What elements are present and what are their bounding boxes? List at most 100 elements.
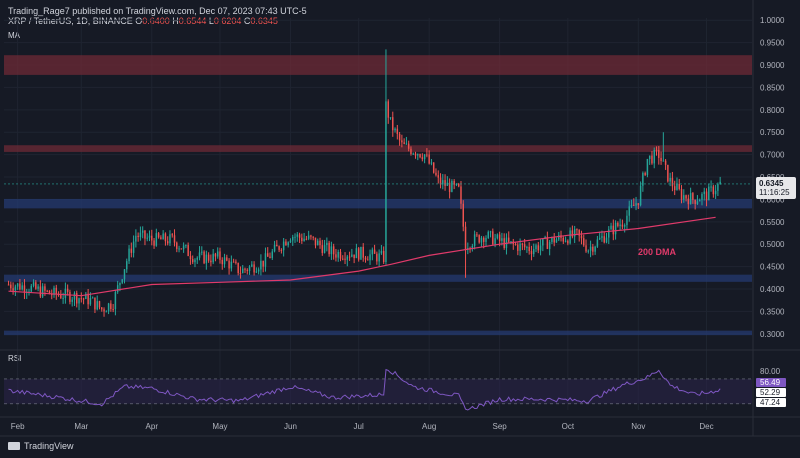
candle-body bbox=[462, 203, 464, 227]
candle-body bbox=[680, 188, 683, 200]
candle-body bbox=[523, 244, 526, 248]
candle-body bbox=[173, 235, 176, 243]
chart-header: Trading_Rage7 published on TradingView.c… bbox=[8, 6, 307, 26]
candle-body bbox=[214, 253, 217, 257]
ma-200-line bbox=[8, 216, 716, 297]
candle-body bbox=[294, 236, 296, 238]
candle-body bbox=[85, 293, 87, 299]
candle-body bbox=[273, 244, 276, 252]
candle-body bbox=[21, 285, 23, 290]
resistance-zone-1 bbox=[4, 145, 752, 152]
candle-body bbox=[498, 234, 501, 241]
candle-body bbox=[132, 241, 135, 253]
x-tick-label: Jun bbox=[284, 422, 297, 431]
candle-body bbox=[612, 225, 615, 235]
candle-body bbox=[237, 262, 239, 274]
y-tick-label: 0.3000 bbox=[760, 330, 785, 339]
candle-body bbox=[592, 246, 594, 252]
rsi-badge-value: 52.29 bbox=[760, 388, 781, 397]
candle-body bbox=[658, 150, 660, 158]
candle-body bbox=[401, 140, 403, 143]
candle-body bbox=[414, 153, 417, 156]
candle-body bbox=[110, 303, 112, 310]
candle-body bbox=[246, 269, 249, 271]
candle-body bbox=[571, 230, 574, 237]
candle-body bbox=[710, 186, 712, 188]
candle-body bbox=[235, 261, 237, 263]
candle-body bbox=[169, 234, 171, 244]
candle-body bbox=[137, 235, 139, 238]
price-badge-value: 0.6345 bbox=[759, 179, 784, 188]
candle-body bbox=[614, 222, 617, 235]
y-tick-label: 0.9500 bbox=[760, 39, 785, 48]
candle-body bbox=[648, 155, 651, 159]
candle-body bbox=[76, 293, 78, 304]
candle-body bbox=[166, 241, 169, 244]
candle-body bbox=[455, 183, 458, 185]
candle-body bbox=[62, 297, 64, 299]
candle-body bbox=[378, 253, 380, 262]
candle-body bbox=[507, 237, 510, 242]
candle-body bbox=[417, 154, 419, 156]
candle-body bbox=[701, 194, 703, 200]
candle-body bbox=[296, 234, 299, 237]
candle-body bbox=[39, 286, 42, 297]
candle-body bbox=[583, 238, 585, 246]
candle-body bbox=[164, 233, 167, 242]
y-tick-label: 0.3500 bbox=[760, 307, 785, 316]
candle-body bbox=[655, 149, 658, 151]
candle-body bbox=[453, 180, 455, 185]
candle-body bbox=[471, 245, 474, 249]
candle-body bbox=[87, 293, 89, 305]
candle-body bbox=[332, 246, 335, 255]
candle-body bbox=[64, 288, 67, 298]
candle-body bbox=[69, 291, 71, 302]
candle-body bbox=[555, 239, 558, 243]
candle-body bbox=[223, 257, 226, 265]
candle-body bbox=[398, 133, 401, 141]
candle-body bbox=[667, 164, 669, 182]
candle-body bbox=[116, 285, 119, 293]
candle-body bbox=[41, 286, 44, 297]
candle-body bbox=[437, 175, 439, 178]
candle-body bbox=[207, 254, 210, 261]
candle-body bbox=[487, 231, 490, 238]
candle-body bbox=[405, 143, 408, 145]
price-badge bbox=[756, 176, 796, 199]
candle-body bbox=[564, 240, 567, 242]
candle-body bbox=[521, 243, 524, 245]
candle-body bbox=[330, 246, 333, 255]
candle-body bbox=[485, 237, 487, 242]
candle-body bbox=[346, 256, 349, 260]
ma-indicator-label[interactable]: MA bbox=[8, 31, 20, 40]
candle-body bbox=[128, 248, 130, 262]
y-tick-label: 0.5000 bbox=[760, 240, 785, 249]
rsi-indicator-label[interactable]: RSI bbox=[8, 354, 22, 363]
candle-body bbox=[703, 191, 705, 195]
candle-body bbox=[10, 284, 12, 289]
candle-body bbox=[342, 258, 344, 260]
x-tick-label: Dec bbox=[699, 422, 713, 431]
candle-body bbox=[446, 182, 449, 186]
candle-body bbox=[312, 236, 314, 238]
candle-body bbox=[532, 249, 535, 255]
candle-body bbox=[392, 117, 394, 131]
candle-body bbox=[335, 254, 337, 258]
candle-body bbox=[285, 241, 287, 246]
candle-body bbox=[360, 246, 362, 260]
candle-body bbox=[305, 238, 308, 240]
candle-body bbox=[319, 240, 321, 246]
candle-body bbox=[135, 235, 137, 242]
candle-body bbox=[442, 180, 444, 185]
candle-body bbox=[642, 173, 644, 186]
candle-body bbox=[542, 238, 544, 246]
candle-body bbox=[48, 290, 51, 295]
x-tick-label: Feb bbox=[11, 422, 25, 431]
candle-body bbox=[348, 256, 351, 258]
candle-body bbox=[82, 298, 85, 300]
candle-body bbox=[157, 233, 160, 238]
candle-body bbox=[253, 264, 255, 273]
candle-body bbox=[683, 195, 685, 200]
candle-body bbox=[37, 286, 39, 289]
